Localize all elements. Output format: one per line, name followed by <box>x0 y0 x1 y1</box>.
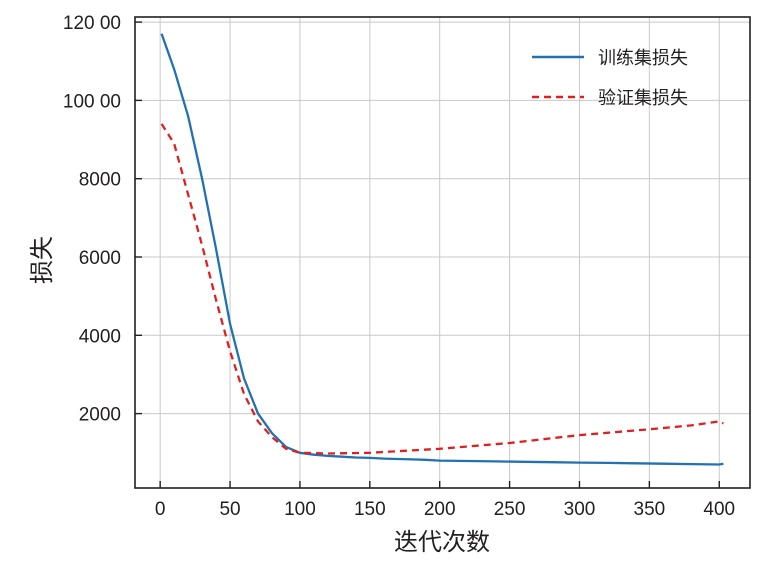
y-tick-label: 8000 <box>79 170 121 191</box>
legend: 训练集损失 验证集损失 <box>532 48 688 109</box>
x-tick-label: 400 <box>703 499 735 520</box>
x-axis-label: 迭代次数 <box>394 528 490 556</box>
x-tick-label: 50 <box>219 499 240 520</box>
legend-label-val: 验证集损失 <box>598 88 688 109</box>
legend-label-train: 训练集损失 <box>598 48 688 69</box>
x-tick-label: 100 <box>284 499 316 520</box>
plot-frame <box>134 16 751 489</box>
y-tick-label: 4000 <box>79 326 121 347</box>
x-tick-label: 200 <box>424 499 456 520</box>
x-tick-label: 0 <box>155 499 166 520</box>
val-loss-line <box>160 123 724 455</box>
train-loss-line <box>160 33 724 466</box>
x-tick-label: 300 <box>564 499 596 520</box>
x-tick-label: 350 <box>634 499 666 520</box>
x-tick-label: 250 <box>494 499 526 520</box>
y-tick-label: 2000 <box>79 405 121 426</box>
y-axis-label: 损失 <box>28 236 56 284</box>
x-tick-label: 150 <box>354 499 386 520</box>
y-tick-label: 120 00 <box>63 13 121 34</box>
y-tick-label: 100 00 <box>63 91 121 112</box>
y-tick-label: 6000 <box>79 248 121 269</box>
